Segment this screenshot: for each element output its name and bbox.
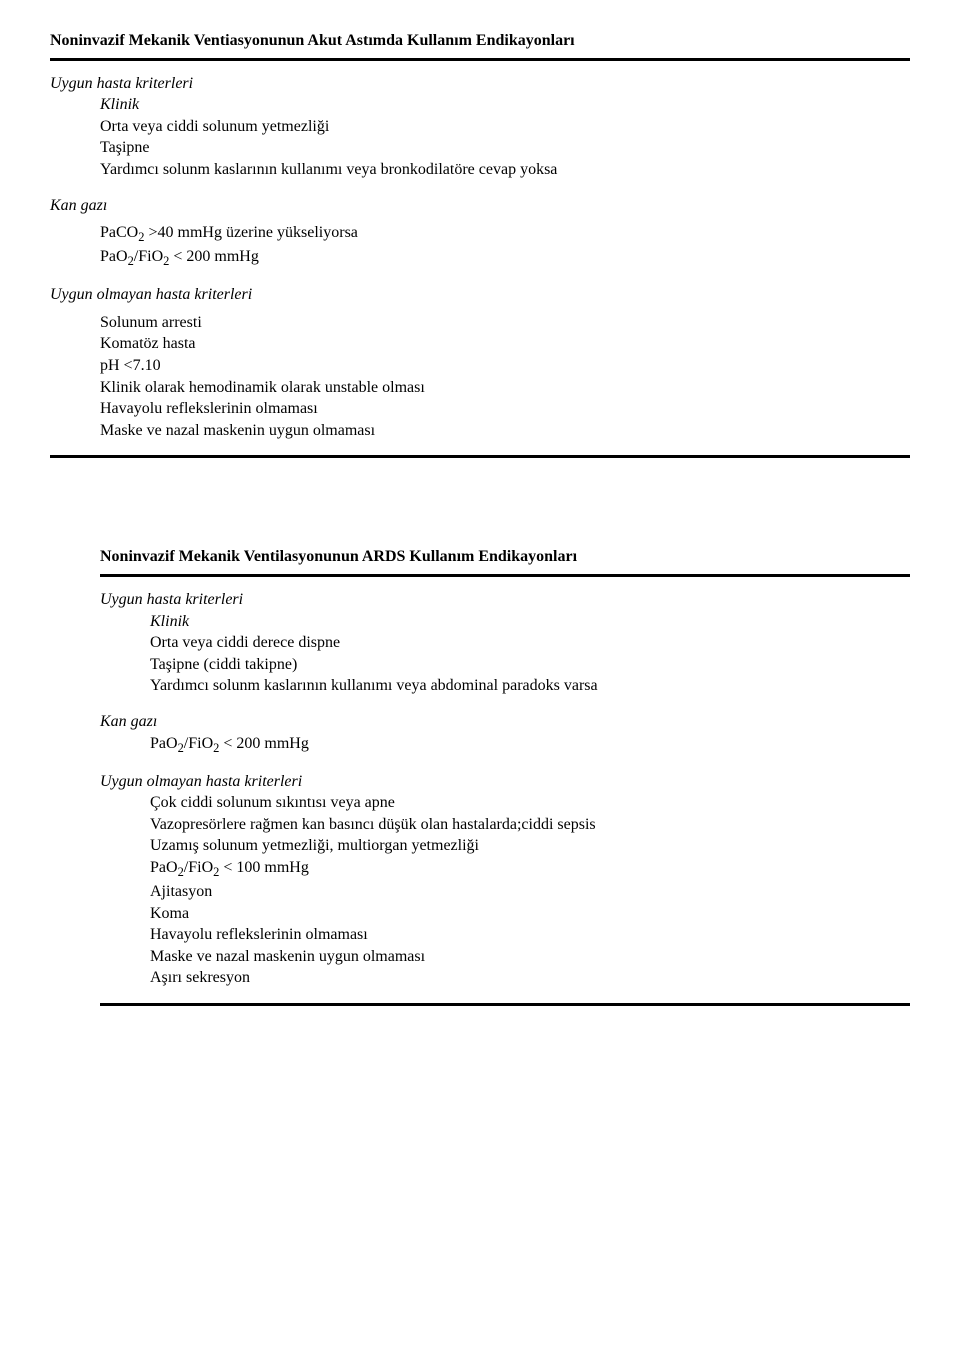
olmayan-line: Ajitasyon [150,881,910,903]
text: PaCO [100,224,138,241]
divider [100,574,910,577]
text: PaO [100,248,128,265]
olmayan-line: PaO2/FiO2 < 100 mmHg [150,857,910,881]
text: /FiO [134,248,163,265]
olmayan-line: Çok ciddi solunum sıkıntısı veya apne [150,792,910,814]
klinik-line: Taşipne (ciddi takipne) [150,654,910,676]
text: < 200 mmHg [169,248,258,265]
olmayan-line: Solunum arresti [100,312,910,334]
sec2-kangazi: Kan gazı PaO2/FiO2 < 200 mmHg [100,711,910,757]
kangazi-line: PaO2/FiO2 < 200 mmHg [150,733,910,757]
text: /FiO [184,859,213,876]
olmayan-line: Uzamış solunum yetmezliği, multiorgan ye… [150,835,910,857]
olmayan-line: Vazopresörlere rağmen kan basıncı düşük … [150,814,910,836]
klinik-label: Klinik [150,611,910,633]
divider [50,455,910,458]
klinik-line: Orta veya ciddi derece dispne [150,632,910,654]
uygun-header: Uygun hasta kriterleri [50,73,910,95]
olmayan-line: Koma [150,903,910,925]
sec2-uygun: Uygun hasta kriterleri Klinik Orta veya … [100,589,910,697]
sec1-uygun: Uygun hasta kriterleri Klinik Orta veya … [50,73,910,181]
kangazi-line: PaCO2 >40 mmHg üzerine yükseliyorsa [100,222,910,246]
olmayan-line: Klinik olarak hemodinamik olarak unstabl… [100,377,910,399]
klinik-line: Orta veya ciddi solunum yetmezliği [100,116,910,138]
olmayan-line: Maske ve nazal maskenin uygun olmaması [150,946,910,968]
text: < 100 mmHg [219,859,308,876]
text: < 200 mmHg [219,735,308,752]
klinik-line: Yardımcı solunm kaslarının kullanımı vey… [150,675,910,697]
olmayan-line: pH <7.10 [100,355,910,377]
olmayan-line: Komatöz hasta [100,333,910,355]
uygun-header: Uygun hasta kriterleri [100,589,910,611]
sec1-kangazi: Kan gazı PaCO2 >40 mmHg üzerine yükseliy… [50,195,910,271]
klinik-line: Yardımcı solunm kaslarının kullanımı vey… [100,159,910,181]
title-ards: Noninvazif Mekanik Ventilasyonunun ARDS … [100,546,910,568]
kangazi-label: Kan gazı [100,711,910,733]
olmayan-header: Uygun olmayan hasta kriterleri [100,771,910,793]
text: /FiO [184,735,213,752]
text: PaO [150,859,178,876]
klinik-line: Taşipne [100,137,910,159]
sec2-olmayan: Uygun olmayan hasta kriterleri Çok ciddi… [100,771,910,989]
olmayan-header: Uygun olmayan hasta kriterleri [50,284,910,306]
olmayan-line: Havayolu reflekslerinin olmaması [100,398,910,420]
olmayan-line: Havayolu reflekslerinin olmaması [150,924,910,946]
divider [50,58,910,61]
text: PaO [150,735,178,752]
olmayan-line: Maske ve nazal maskenin uygun olmaması [100,420,910,442]
klinik-label: Klinik [100,94,910,116]
sec1-olmayan: Uygun olmayan hasta kriterleri Solunum a… [50,284,910,441]
text: >40 mmHg üzerine yükseliyorsa [144,224,357,241]
kangazi-line: PaO2/FiO2 < 200 mmHg [100,246,910,270]
title-asthma: Noninvazif Mekanik Ventiasyonunun Akut A… [50,30,910,52]
kangazi-label: Kan gazı [50,195,910,217]
olmayan-line: Aşırı sekresyon [150,967,910,989]
divider [100,1003,910,1006]
